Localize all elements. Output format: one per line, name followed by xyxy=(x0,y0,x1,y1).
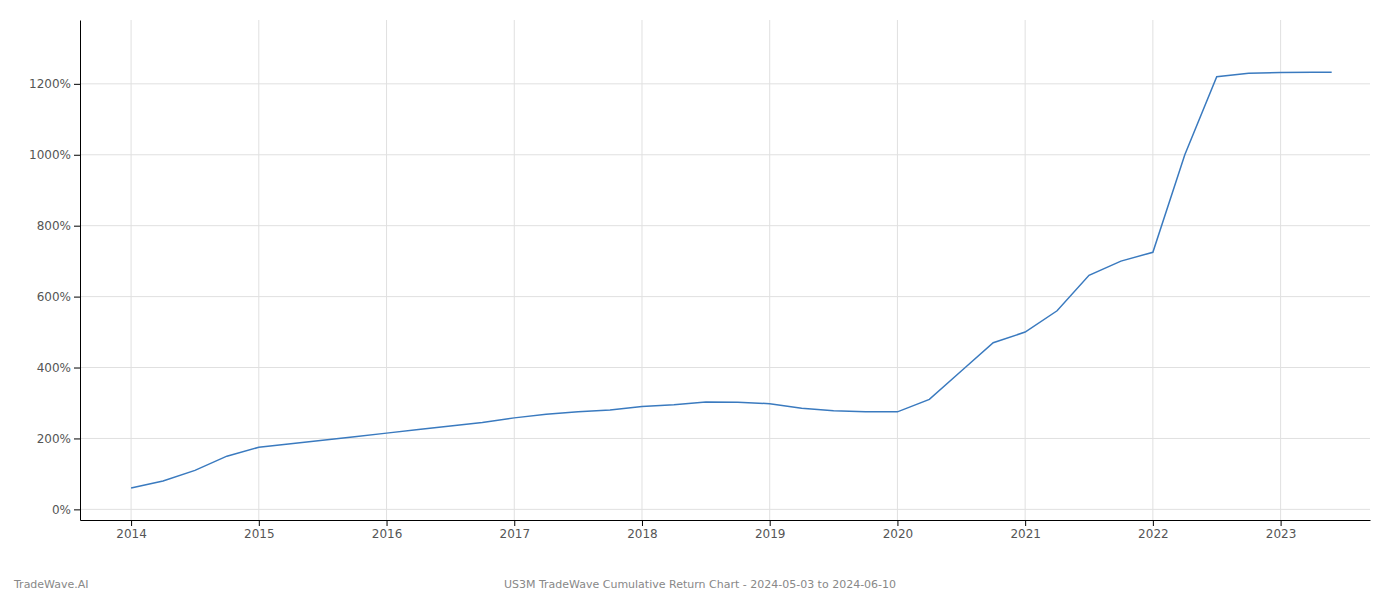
x-tick-mark xyxy=(1281,520,1282,526)
x-tick-label: 2018 xyxy=(627,527,658,541)
marks xyxy=(131,72,1332,488)
y-tick-label: 800% xyxy=(37,219,71,233)
x-tick: 2018 xyxy=(627,520,658,541)
grid-line-y xyxy=(80,296,1370,297)
x-tick: 2020 xyxy=(883,520,914,541)
x-axis: 2014 2015 2016 2017 2018 2019 2020 2021 2022 2023 xyxy=(81,520,1371,541)
x-tick: 2015 xyxy=(244,520,275,541)
y-tick-label: 0% xyxy=(52,503,71,517)
y-tick-mark xyxy=(74,509,80,510)
x-tick-mark xyxy=(387,520,388,526)
y-tick-mark xyxy=(74,368,80,369)
y-axis-line xyxy=(80,21,81,521)
x-tick-mark xyxy=(131,520,132,526)
x-tick-label: 2021 xyxy=(1010,527,1041,541)
y-tick: 1200% xyxy=(29,77,80,91)
grid-line-x xyxy=(386,20,387,520)
x-tick-mark xyxy=(1025,520,1026,526)
x-tick: 2023 xyxy=(1266,520,1297,541)
chart-container: 2014 2015 2016 2017 2018 2019 2020 2021 2022 2023… xyxy=(0,0,1400,600)
y-tick-mark xyxy=(74,297,80,298)
grid-line-x xyxy=(131,20,132,520)
x-axis-line xyxy=(81,520,1371,521)
chart-svg: 2014 2015 2016 2017 2018 2019 2020 2021 2022 2023… xyxy=(0,0,1400,600)
x-tick-mark xyxy=(770,520,771,526)
grid-line-y xyxy=(80,509,1370,510)
y-tick-mark xyxy=(74,226,80,227)
x-tick-label: 2020 xyxy=(883,527,914,541)
x-tick-label: 2014 xyxy=(116,527,147,541)
x-tick: 2019 xyxy=(755,520,786,541)
y-tick: 800% xyxy=(37,219,80,233)
x-tick-label: 2017 xyxy=(499,527,530,541)
y-axis: 0% 200% 400% 600% 800% 1000% 1200% xyxy=(29,21,80,521)
plot: 2014 2015 2016 2017 2018 2019 2020 2021 2022 2023… xyxy=(29,20,1370,541)
y-tick: 600% xyxy=(37,290,80,304)
title: US3M TradeWave Cumulative Return Chart -… xyxy=(504,578,896,591)
grid-line-y xyxy=(80,438,1370,439)
watermark: TradeWave.AI xyxy=(13,578,89,591)
y-tick-mark xyxy=(74,84,80,85)
y-tick-mark xyxy=(74,155,80,156)
grid-line-y xyxy=(80,83,1370,84)
x-tick: 2021 xyxy=(1010,520,1041,541)
y-tick: 200% xyxy=(37,432,80,446)
grid-line-x xyxy=(1280,20,1281,520)
x-tick-label: 2022 xyxy=(1138,527,1169,541)
x-tick-mark xyxy=(1153,520,1154,526)
grid-line-x xyxy=(641,20,642,520)
x-tick: 2017 xyxy=(499,520,530,541)
x-tick-mark xyxy=(514,520,515,526)
grid-line-x xyxy=(1025,20,1026,520)
y-tick-label: 600% xyxy=(37,290,71,304)
grid-line-x xyxy=(897,20,898,520)
y-tick: 1000% xyxy=(29,148,80,162)
x-tick-mark xyxy=(897,520,898,526)
grid-line-y xyxy=(80,154,1370,155)
grid-line-x xyxy=(258,20,259,520)
x-tick-mark xyxy=(642,520,643,526)
y-tick-label: 200% xyxy=(37,432,71,446)
x-tick-label: 2019 xyxy=(755,527,786,541)
grid-line-x xyxy=(769,20,770,520)
line xyxy=(131,72,1332,488)
x-tick-mark xyxy=(259,520,260,526)
grid-line-y xyxy=(80,225,1370,226)
y-tick-label: 1200% xyxy=(29,77,71,91)
x-tick-label: 2015 xyxy=(244,527,275,541)
x-tick: 2016 xyxy=(372,520,403,541)
x-tick-label: 2023 xyxy=(1266,527,1297,541)
grid-line-x xyxy=(1152,20,1153,520)
y-tick-mark xyxy=(74,438,80,439)
y-tick-label: 1000% xyxy=(29,148,71,162)
x-tick-label: 2016 xyxy=(372,527,403,541)
y-tick: 400% xyxy=(37,361,80,375)
y-tick: 0% xyxy=(52,503,80,517)
grid-line-y xyxy=(80,367,1370,368)
y-tick-label: 400% xyxy=(37,361,71,375)
x-tick: 2022 xyxy=(1138,520,1169,541)
grid-line-x xyxy=(514,20,515,520)
grid xyxy=(80,20,1370,520)
x-tick: 2014 xyxy=(116,520,147,541)
